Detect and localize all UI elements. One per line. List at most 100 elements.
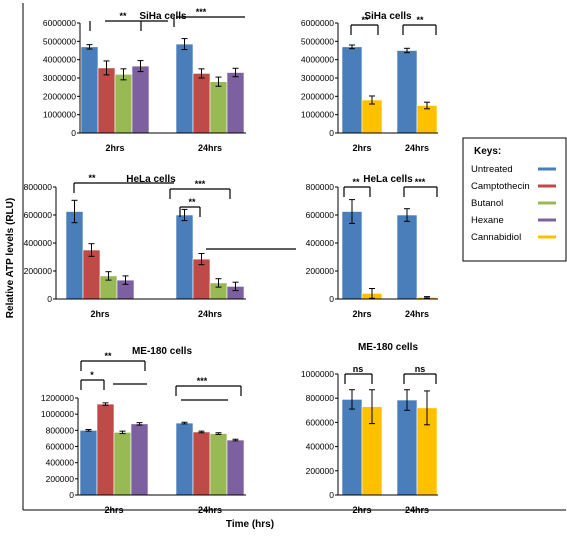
bar-camptothecin xyxy=(192,431,211,496)
bar-untreated xyxy=(341,46,363,134)
bar-untreated xyxy=(396,399,418,496)
bar-butanol xyxy=(114,74,133,134)
bar-camptothecin xyxy=(97,67,116,134)
y-tick-label: 2000000 xyxy=(43,91,76,101)
y-tick-label: 0 xyxy=(69,490,74,500)
x-tick-label: 2hrs xyxy=(90,309,109,319)
x-tick-label: 2hrs xyxy=(352,309,371,319)
y-tick-label: 400000 xyxy=(306,238,335,248)
y-tick-label: 800000 xyxy=(46,425,75,435)
x-tick-label: 24hrs xyxy=(405,505,429,515)
significance-label: ** xyxy=(119,11,127,21)
chart-panel-1: SiHa cells 0 1000000 2000000 3000000 4000000 5… xyxy=(43,7,246,153)
y-tick-label: 800000 xyxy=(24,182,53,192)
y-tick-label: 800000 xyxy=(306,393,335,403)
legend-item-label: Cannabidiol xyxy=(471,232,521,243)
significance-label: ** xyxy=(416,15,424,25)
y-tick-label: 200000 xyxy=(306,266,335,276)
significance-label: *** xyxy=(195,179,206,189)
bar-camptothecin xyxy=(96,403,115,496)
y-tick-label: 600000 xyxy=(46,442,75,452)
significance-label: *** xyxy=(415,177,426,187)
chart-panels: SiHa cells010000002000000300000040000005… xyxy=(24,7,438,515)
significance-label: * xyxy=(90,370,94,380)
bar-camptothecin xyxy=(192,73,211,134)
bar-untreated xyxy=(341,211,363,300)
y-tick-label: 0 xyxy=(47,294,52,304)
significance-label: ** xyxy=(361,15,369,25)
significance-label: ns xyxy=(415,364,426,374)
y-tick-label: 400000 xyxy=(306,442,335,452)
x-tick-label: 24hrs xyxy=(405,309,429,319)
y-tick-label: 0 xyxy=(71,128,76,138)
chart-panel-5: ME-180 cells 0 200000 400000 600000 800000 100… xyxy=(41,346,246,515)
y-tick-label: 1000000 xyxy=(41,409,74,419)
y-tick-label: 4000000 xyxy=(301,55,334,65)
bar-cannabidiol xyxy=(361,99,383,134)
x-tick-label: 2hrs xyxy=(105,143,124,153)
chart-title: ME-180 cells xyxy=(358,342,418,353)
y-tick-label: 3000000 xyxy=(301,73,334,83)
bar-untreated xyxy=(175,422,194,496)
y-tick-label: 1200000 xyxy=(41,393,74,403)
legend-items: Untreated Camptothecin Butanol Hexane Cannab… xyxy=(471,164,556,243)
chart-panel-3: HeLa cells 0 200000 400000 600000 800000 2hrs 2… xyxy=(24,173,296,319)
legend-item-label: Hexane xyxy=(471,215,504,226)
chart-panel-2: SiHa cells 0 1000000 2000000 3000000 4000000 5… xyxy=(301,11,438,153)
x-tick-label: 24hrs xyxy=(198,505,222,515)
bar-hexane xyxy=(130,423,149,496)
chart-title: SiHa cells xyxy=(139,11,187,22)
bar-camptothecin xyxy=(82,249,101,300)
bar-untreated xyxy=(396,50,418,134)
figure-x-axis-label: Time (hrs) xyxy=(226,519,274,530)
x-tick-label: 2hrs xyxy=(352,505,371,515)
bar-butanol xyxy=(209,81,228,134)
bar-untreated xyxy=(65,211,84,300)
bar-hexane xyxy=(131,65,150,134)
y-tick-label: 1000000 xyxy=(301,369,334,379)
y-tick-label: 0 xyxy=(329,128,334,138)
y-tick-label: 600000 xyxy=(306,417,335,427)
significance-label: *** xyxy=(197,376,208,386)
y-tick-label: 200000 xyxy=(306,466,335,476)
y-tick-label: 1000000 xyxy=(43,110,76,120)
bar-butanol xyxy=(113,432,132,496)
bar-cannabidiol xyxy=(416,105,438,134)
bar-hexane xyxy=(226,439,245,496)
legend-item-label: Untreated xyxy=(471,164,513,175)
legend-box xyxy=(462,137,567,262)
bar-untreated xyxy=(80,46,99,134)
chart-title: SiHa cells xyxy=(364,11,412,22)
y-tick-label: 0 xyxy=(329,490,334,500)
x-tick-label: 2hrs xyxy=(352,143,371,153)
x-tick-label: 2hrs xyxy=(104,505,123,515)
y-tick-label: 2000000 xyxy=(301,91,334,101)
significance-label: ** xyxy=(104,351,112,361)
chart-panel-4: HeLa cells 0 200000 400000 600000 800000 2hrs 2… xyxy=(306,174,438,319)
chart-panel-6: ME-180 cells 0 200000 400000 600000 800000 100… xyxy=(301,342,438,515)
bar-untreated xyxy=(79,430,98,496)
figure-y-axis-label: Relative ATP levels (RLU) xyxy=(5,198,16,318)
chart-title: HeLa cells xyxy=(363,174,413,185)
y-tick-label: 200000 xyxy=(24,266,53,276)
y-tick-label: 6000000 xyxy=(43,18,76,28)
significance-label: *** xyxy=(196,7,207,17)
bar-untreated xyxy=(396,214,418,300)
significance-label: ** xyxy=(88,173,96,183)
y-tick-label: 5000000 xyxy=(301,36,334,46)
bar-untreated xyxy=(175,43,194,134)
chart-title: HeLa cells xyxy=(126,174,176,185)
y-tick-label: 400000 xyxy=(24,238,53,248)
y-tick-label: 600000 xyxy=(306,210,335,220)
x-tick-label: 24hrs xyxy=(405,143,429,153)
y-tick-label: 400000 xyxy=(46,458,75,468)
significance-label: ** xyxy=(188,197,196,207)
y-tick-label: 600000 xyxy=(24,210,53,220)
bar-hexane xyxy=(226,72,245,134)
bar-butanol xyxy=(209,433,228,496)
bar-untreated xyxy=(175,214,194,300)
y-tick-label: 3000000 xyxy=(43,73,76,83)
x-tick-label: 24hrs xyxy=(198,143,222,153)
y-tick-label: 200000 xyxy=(46,474,75,484)
